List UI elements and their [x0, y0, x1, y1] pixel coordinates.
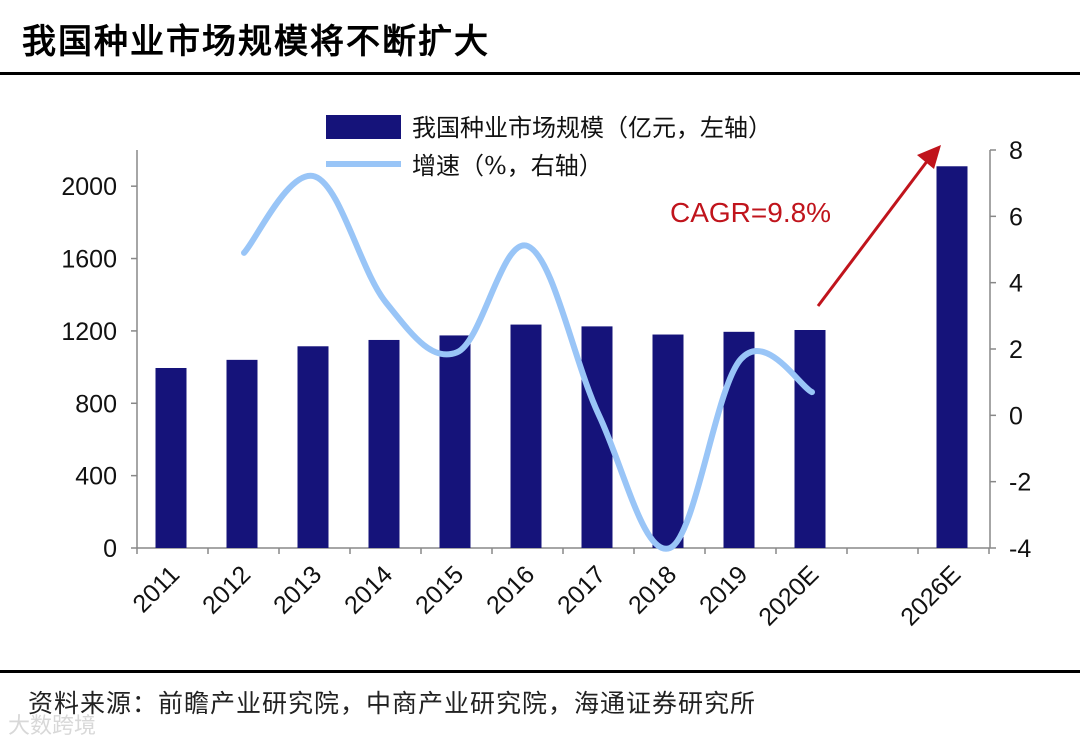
x-tick-label: 2018: [623, 560, 682, 619]
bar: [226, 359, 258, 548]
right-tick-label: 2: [1009, 336, 1023, 364]
bar: [368, 339, 400, 548]
bar: [936, 166, 968, 549]
right-tick-label: 0: [1009, 402, 1023, 430]
watermark-logo: 大数跨境: [8, 714, 97, 739]
x-tick-label: 2026E: [895, 560, 966, 631]
bar: [155, 367, 187, 548]
legend-label-bar: 我国种业市场规模（亿元，左轴）: [412, 114, 772, 142]
right-tick-label: -4: [1009, 535, 1031, 563]
right-tick-label: 6: [1009, 203, 1023, 231]
x-tick-label: 2016: [481, 560, 540, 619]
x-tick-label: 2012: [197, 560, 256, 619]
x-tick-label: 2019: [694, 560, 753, 619]
bar: [652, 334, 684, 548]
right-tick-label: 4: [1009, 270, 1023, 298]
left-tick-label: 1600: [61, 246, 117, 274]
cagr-arrow-shaft: [816, 159, 930, 307]
bar: [794, 330, 826, 548]
right-tick-label: 8: [1009, 137, 1023, 165]
x-tick-label: 2017: [552, 560, 611, 619]
x-tick-label: 2013: [268, 560, 327, 619]
page-title: 我国种业市场规模将不断扩大: [22, 22, 490, 62]
x-tick-label: 2015: [410, 560, 469, 619]
x-tick-label: 2011: [127, 560, 185, 618]
left-tick-label: 1200: [61, 318, 117, 346]
x-tick-label: 2020E: [753, 560, 824, 631]
x-tick-label: 2014: [339, 560, 398, 619]
series-line-growth: [241, 172, 815, 552]
left-tick-label: 0: [103, 535, 117, 563]
legend-swatch-bar: [326, 115, 401, 139]
left-tick-label: 800: [75, 390, 117, 418]
left-tick-label: 2000: [61, 173, 117, 201]
left-tick-label: 400: [75, 463, 117, 491]
legend-label-line: 增速（%，右轴）: [412, 152, 603, 180]
right-tick-label: -2: [1009, 469, 1031, 497]
cagr-annotation: CAGR=9.8%: [670, 197, 831, 228]
bar: [510, 324, 542, 548]
bar: [297, 346, 329, 548]
bar: [723, 331, 755, 548]
bar: [439, 335, 471, 548]
source-rule: [0, 670, 1080, 673]
cagr-arrow-head: [917, 145, 941, 169]
title-rule: [0, 72, 1080, 75]
source-note: 资料来源：前瞻产业研究院，中商产业研究院，海通证券研究所: [28, 689, 757, 718]
